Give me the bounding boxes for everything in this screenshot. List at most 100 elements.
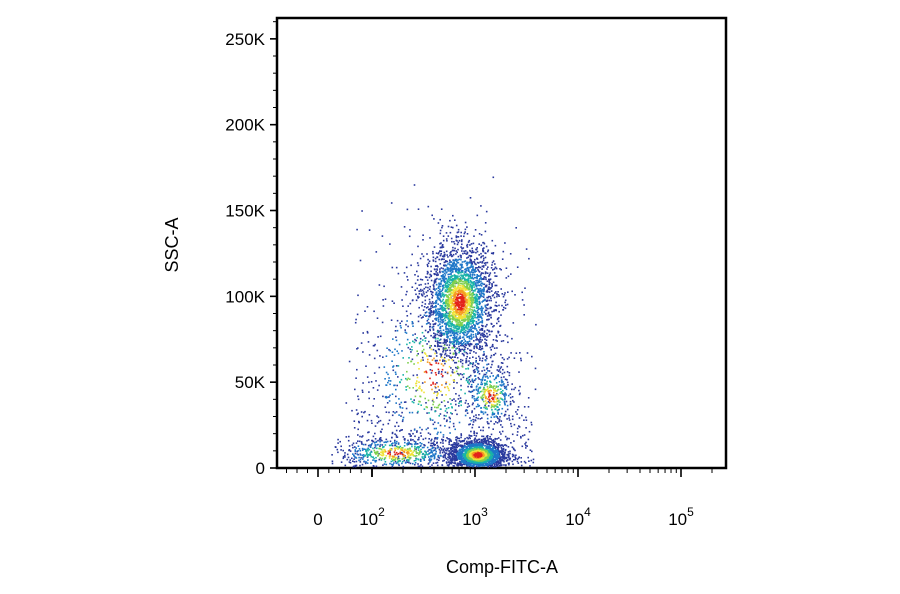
data-point xyxy=(470,317,473,320)
data-point xyxy=(450,403,452,405)
data-point xyxy=(414,395,417,398)
data-point xyxy=(506,379,508,381)
data-point xyxy=(420,451,423,453)
data-point xyxy=(439,345,441,348)
data-point xyxy=(480,429,482,432)
data-point xyxy=(378,366,381,369)
data-point xyxy=(412,439,414,441)
data-point xyxy=(398,403,401,406)
data-point xyxy=(434,260,437,263)
data-point xyxy=(440,316,442,319)
data-point xyxy=(422,239,424,241)
data-point xyxy=(470,330,473,333)
data-point xyxy=(467,241,470,243)
data-point xyxy=(463,329,465,331)
data-point xyxy=(471,395,474,397)
data-point xyxy=(449,352,452,355)
data-point xyxy=(417,264,420,267)
data-point xyxy=(478,373,481,375)
data-point xyxy=(434,322,437,325)
data-point xyxy=(509,400,512,403)
data-point xyxy=(407,443,410,446)
data-point xyxy=(379,457,381,459)
data-point xyxy=(481,329,484,331)
data-point xyxy=(480,397,483,399)
data-point xyxy=(504,392,506,394)
data-point xyxy=(499,416,501,418)
data-point xyxy=(453,325,456,327)
data-point xyxy=(425,291,428,294)
data-point xyxy=(418,306,420,309)
data-point xyxy=(407,346,410,349)
data-point xyxy=(485,290,488,293)
data-point xyxy=(471,308,473,311)
data-point xyxy=(412,325,414,327)
data-point xyxy=(426,453,428,456)
data-point xyxy=(430,334,432,337)
data-point xyxy=(494,461,496,464)
data-point xyxy=(439,250,441,252)
data-point xyxy=(368,354,371,356)
data-point xyxy=(411,411,414,414)
data-point xyxy=(476,291,479,293)
data-point xyxy=(485,441,487,443)
data-point xyxy=(453,243,456,245)
data-point xyxy=(460,384,462,387)
data-point xyxy=(482,411,484,413)
data-point xyxy=(485,443,488,445)
data-point xyxy=(448,289,451,291)
data-point xyxy=(432,329,435,331)
data-point xyxy=(450,325,453,328)
data-point xyxy=(502,448,505,451)
data-point xyxy=(455,325,458,327)
data-point xyxy=(411,322,414,325)
data-point xyxy=(499,460,502,463)
data-point xyxy=(487,405,490,407)
data-point xyxy=(437,314,440,316)
data-point xyxy=(475,405,478,408)
data-point xyxy=(439,232,442,235)
data-point xyxy=(495,457,497,459)
data-point xyxy=(397,352,400,355)
data-point xyxy=(498,381,501,383)
data-point xyxy=(482,335,485,338)
data-point xyxy=(489,272,492,274)
data-point xyxy=(412,340,414,343)
data-point xyxy=(423,293,425,295)
data-point xyxy=(359,435,361,438)
data-point xyxy=(454,337,457,339)
data-point xyxy=(472,266,474,268)
data-point xyxy=(455,343,458,345)
data-point xyxy=(482,299,484,302)
data-point xyxy=(348,360,351,363)
data-point xyxy=(391,393,394,395)
data-point xyxy=(455,268,458,270)
data-point xyxy=(379,335,382,338)
data-point xyxy=(464,260,467,262)
data-point xyxy=(484,312,487,315)
data-point xyxy=(460,328,463,331)
data-point xyxy=(463,338,466,340)
data-point xyxy=(473,440,476,442)
data-point xyxy=(521,414,523,417)
data-point xyxy=(503,358,505,361)
data-point xyxy=(442,439,445,441)
data-point xyxy=(461,243,463,246)
data-point xyxy=(477,417,479,420)
data-point xyxy=(498,444,501,447)
data-point xyxy=(428,303,430,305)
data-point xyxy=(441,438,443,441)
data-point xyxy=(436,433,439,435)
data-point xyxy=(479,278,481,280)
data-point xyxy=(527,456,529,459)
data-point xyxy=(496,318,499,321)
data-point xyxy=(433,282,436,284)
data-point xyxy=(437,329,439,332)
data-point xyxy=(362,382,364,384)
data-point xyxy=(493,453,496,456)
data-point xyxy=(445,272,448,274)
data-point xyxy=(442,246,445,248)
data-point xyxy=(429,312,432,315)
data-point xyxy=(439,408,442,410)
data-point xyxy=(506,418,508,420)
